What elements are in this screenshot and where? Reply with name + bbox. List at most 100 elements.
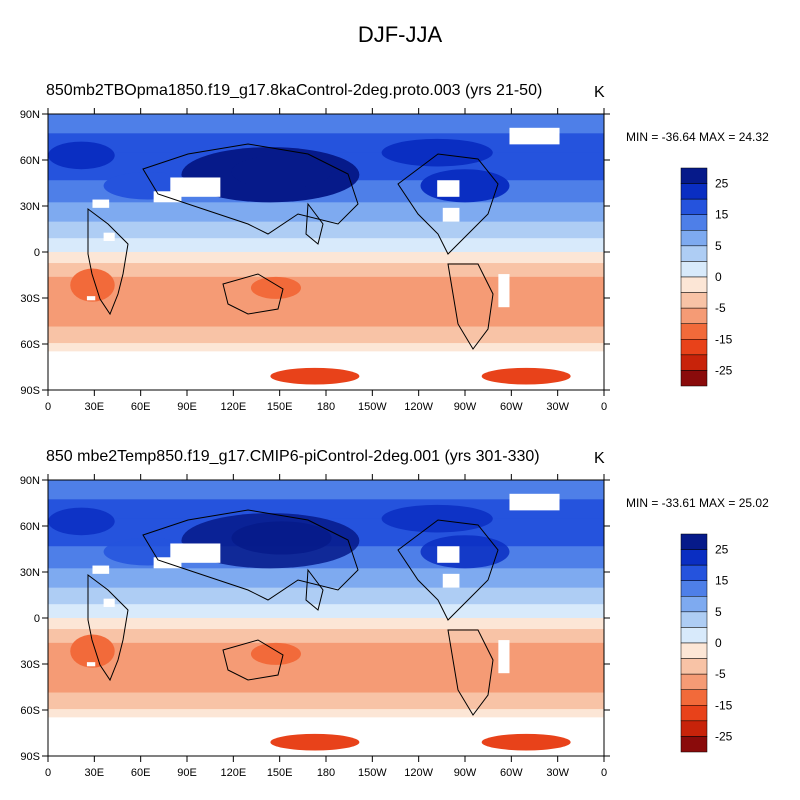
field-band	[48, 587, 604, 605]
missing-data-patch	[170, 543, 221, 563]
missing-data-patch	[437, 546, 460, 563]
lat-tick-label: 60S	[20, 339, 40, 351]
lon-tick-label: 120W	[404, 767, 433, 779]
missing-data-patch	[498, 274, 510, 308]
lon-tick-label: 90E	[177, 767, 197, 779]
missing-data-patch	[498, 640, 510, 674]
coastline	[447, 263, 494, 350]
missing-data-patch	[86, 296, 96, 301]
coastline	[447, 629, 494, 716]
lat-tick-label: 0	[34, 613, 40, 625]
panel-title-text: 850mb2TBOpma1850.f19_g17.8kaControl-2deg…	[46, 82, 543, 99]
coastline	[142, 143, 359, 235]
lon-tick-label: 0	[601, 401, 607, 413]
units-label: K	[594, 450, 605, 467]
field-band	[48, 604, 604, 619]
min-max-label: MIN = -33.61 MAX = 25.02	[626, 496, 769, 510]
field-anomaly	[231, 155, 332, 189]
field-anomaly	[70, 268, 115, 302]
min-max-label: MIN = -36.64 MAX = 24.32	[626, 130, 769, 144]
lon-tick-label: 120E	[220, 401, 246, 413]
colorbar-swatch	[680, 323, 708, 340]
missing-data-patch	[103, 232, 115, 241]
field-band	[48, 252, 604, 264]
lon-tick-label: 60E	[131, 767, 151, 779]
field-band	[48, 480, 604, 500]
colorbar: 25 15 5 0 -5 -15 -25	[680, 533, 733, 753]
missing-data-patch	[92, 565, 110, 574]
lon-axis: 0 30E 60E 90E 120E 150E 180 150W 120W 90W 60W 30W 0	[45, 474, 607, 779]
field-anomaly	[381, 138, 493, 167]
lat-tick-label: 30S	[20, 659, 40, 671]
lat-tick-label: 90N	[20, 109, 40, 121]
field-anomaly	[481, 367, 571, 385]
colorbar-swatch	[680, 354, 708, 371]
colorbar-swatch	[680, 167, 708, 184]
missing-data-patch	[103, 598, 115, 607]
colorbar-label: 25	[715, 177, 729, 191]
panel-title: 850mb2TBOpma1850.f19_g17.8kaControl-2deg…	[46, 82, 542, 100]
field-band	[48, 298, 604, 328]
coastline	[87, 574, 129, 682]
colorbar-swatch	[680, 611, 708, 628]
field-band	[48, 202, 604, 223]
lat-axis: 90N 60N 30N 0 30S 60S 90S	[20, 475, 610, 763]
colorbar-swatch	[680, 658, 708, 675]
lon-tick-label: 180	[317, 767, 335, 779]
lat-axis: 90N 60N 30N 0 30S 60S 90S	[20, 109, 610, 397]
lon-axis: 0 30E 60E 90E 120E 150E 180 150W 120W 90W 60W 30W 0	[45, 108, 607, 413]
lon-tick-label: 60W	[500, 767, 523, 779]
colorbar-swatch	[680, 673, 708, 690]
field-band	[48, 276, 604, 300]
field-band	[48, 618, 604, 630]
lat-tick-label: 30N	[20, 201, 40, 213]
panel-bottom: 850 mbe2Temp850.f19_g17.CMIP6-piControl-…	[0, 444, 800, 794]
lat-tick-label: 60S	[20, 705, 40, 717]
coastline	[142, 509, 359, 601]
colorbar-swatch	[680, 183, 708, 200]
lon-tick-label: 150E	[267, 767, 293, 779]
field-anomaly	[270, 733, 360, 751]
colorbar-swatch	[680, 533, 708, 550]
map-area	[48, 114, 604, 391]
field-band	[48, 238, 604, 253]
field-band	[48, 221, 604, 239]
colorbar-swatch	[680, 261, 708, 278]
missing-data-patch	[92, 199, 110, 208]
coastline	[305, 568, 324, 611]
lon-tick-label: 120W	[404, 401, 433, 413]
colorbar-label: -25	[715, 363, 733, 377]
colorbar-swatch	[680, 705, 708, 722]
lat-tick-label: 0	[34, 247, 40, 259]
lon-tick-label: 30E	[85, 767, 105, 779]
lon-tick-label: 90E	[177, 401, 197, 413]
colorbar-swatch	[680, 214, 708, 231]
map-plot: 0 30E 60E 90E 120E 150E 180 150W 120W 90W 60W 30W 09…	[20, 108, 733, 413]
field-anomaly	[231, 521, 332, 555]
lat-tick-label: 60N	[20, 521, 40, 533]
units-label: K	[594, 84, 605, 101]
panel-title-text: 850 mbe2Temp850.f19_g17.CMIP6-piControl-…	[46, 448, 540, 465]
colorbar-swatch	[680, 198, 708, 215]
lat-tick-label: 90N	[20, 475, 40, 487]
missing-data-patch	[509, 493, 560, 511]
field-anomaly	[48, 141, 115, 170]
lon-tick-label: 60E	[131, 401, 151, 413]
missing-data-patch	[509, 127, 560, 145]
colorbar-swatch	[680, 564, 708, 581]
map-area	[48, 480, 604, 757]
colorbar-swatch	[680, 276, 708, 293]
colorbar-swatch	[680, 292, 708, 309]
lon-tick-label: 0	[45, 767, 51, 779]
colorbar-swatch	[680, 245, 708, 262]
colorbar-label: -15	[715, 698, 733, 712]
colorbar-swatch	[680, 689, 708, 706]
panel-title: 850 mbe2Temp850.f19_g17.CMIP6-piControl-…	[46, 448, 540, 466]
coastline	[305, 202, 324, 245]
lon-tick-label: 30W	[546, 767, 569, 779]
lon-tick-label: 30W	[546, 401, 569, 413]
colorbar: 25 15 5 0 -5 -15 -25	[680, 167, 733, 387]
colorbar-label: 5	[715, 239, 722, 253]
colorbar-swatch	[680, 339, 708, 356]
coastline	[222, 273, 284, 315]
